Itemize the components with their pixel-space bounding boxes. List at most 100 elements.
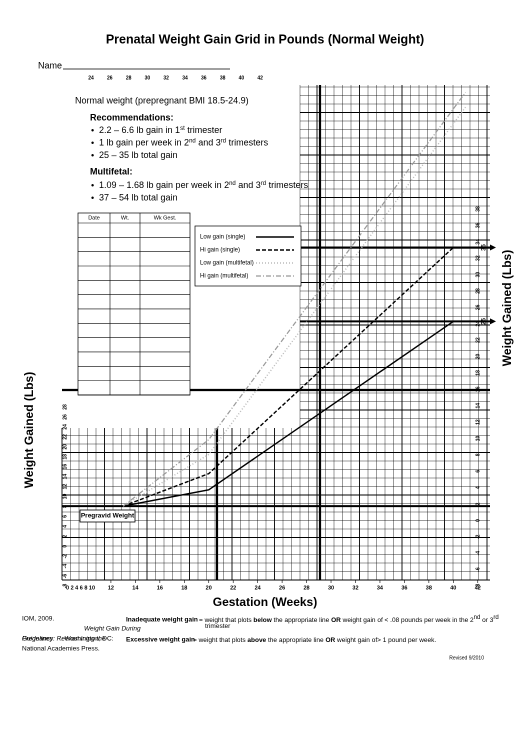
top-week-label: 32	[163, 75, 169, 81]
x-tick-label: 38	[426, 585, 432, 591]
text-part: the appropriate line	[266, 637, 325, 644]
left-axis-label: 2	[62, 535, 68, 538]
table-header: Wk Gest.	[154, 215, 177, 221]
pregravid-box	[79, 509, 136, 523]
left-axis-label: 14	[62, 474, 68, 480]
left-axis-label: 26	[62, 414, 68, 420]
text-part: rd	[261, 181, 266, 187]
citation: Pregnancy: Reexamining the	[22, 636, 106, 643]
x-axis-title: Gestation (Weeks)	[213, 595, 317, 609]
right-axis-label: 34	[475, 239, 481, 245]
right-axis-label: 28	[475, 288, 481, 294]
series-line	[122, 106, 467, 507]
text-part: OR	[325, 637, 335, 644]
right-axis-label: 18	[475, 370, 481, 376]
bullet: •	[91, 138, 94, 148]
x-tick-label: 34	[377, 585, 384, 591]
citation: . Washington, DC:	[61, 636, 114, 643]
top-week-label: 34	[182, 75, 188, 81]
right-axis-label: 10	[475, 435, 481, 441]
text-part: nd	[229, 181, 236, 187]
top-week-label: 38	[220, 75, 226, 81]
x-tick-label: 32	[352, 585, 358, 591]
top-week-label: 36	[201, 75, 207, 81]
right-axis-label: 4	[475, 486, 481, 489]
text-part: and 3	[236, 180, 261, 190]
bullet: •	[91, 180, 94, 190]
legend-label: Hi gain (multifetal)	[200, 274, 248, 280]
right-axis-label: 38	[475, 206, 481, 212]
legend-label: Low gain (single)	[200, 235, 245, 241]
right-axis-label: 36	[475, 222, 481, 228]
table-header: Wt.	[121, 215, 130, 221]
pregravid-label: Pregravid Weight	[81, 513, 135, 520]
x-tick-label: 16	[157, 585, 163, 591]
right-axis-label: 20	[475, 354, 481, 360]
left-axis-label: 22	[62, 434, 68, 440]
series-line	[123, 320, 454, 507]
tick-arrow	[490, 318, 496, 325]
right-axis-label: 16	[475, 386, 481, 392]
text-part: weight gain of < .08 pounds per week in …	[341, 617, 474, 624]
right-axis-label: 6	[475, 470, 481, 473]
left-axis-label: 4	[62, 525, 68, 528]
rich-text: 37 – 54 lb total gain	[99, 193, 178, 203]
y-tick-label: 35	[482, 244, 488, 251]
multifetal-title: Multifetal:	[90, 166, 133, 176]
recommendations-title: Recommendations:	[90, 112, 174, 122]
x-tick-label: 42	[475, 585, 481, 591]
bullet: •	[91, 150, 94, 160]
text-part: above	[247, 637, 266, 644]
text-part: below	[253, 617, 272, 624]
top-week-label: 26	[107, 75, 113, 81]
series-line	[122, 247, 454, 507]
left-axis-label: 8	[62, 505, 68, 508]
bullet: •	[91, 125, 94, 135]
top-week-label: 24	[88, 75, 94, 81]
left-axis-label: 18	[62, 454, 68, 460]
right-axis-label: 14	[475, 403, 481, 409]
title: Prenatal Weight Gain Grid in Pounds (Nor…	[106, 32, 424, 46]
text-part: 2.2 – 6.6 lb gain in 1	[99, 125, 180, 135]
left-axis-label: 12	[62, 484, 68, 490]
right-axis-label: -2	[475, 534, 481, 539]
name-label: Name	[38, 60, 62, 70]
tick-arrow	[490, 244, 496, 251]
x-tick-label: 26	[279, 585, 285, 591]
text-part: st	[180, 126, 185, 132]
text-part: 25 – 35 lb total gain	[99, 150, 178, 160]
x-tick-label: 18	[181, 585, 187, 591]
left-axis-label: -6	[62, 574, 68, 579]
rich-text: 25 – 35 lb total gain	[99, 150, 178, 160]
bullet: •	[91, 193, 94, 203]
text-part: trimesters	[266, 180, 309, 190]
text-part: weight gain of> 1 pound per week.	[335, 637, 436, 644]
left-axis-label: 20	[62, 444, 68, 450]
left-axis-label: 0	[62, 545, 68, 548]
right-axis-label: 32	[475, 255, 481, 261]
top-week-label: 42	[257, 75, 263, 81]
legend-label: Hi gain (single)	[200, 248, 240, 254]
right-axis-label: -6	[475, 567, 481, 572]
text-part: rd	[493, 615, 498, 621]
x-early-label: 0 2 4 6 8 10	[66, 585, 95, 591]
right-axis-label: 30	[475, 272, 481, 278]
right-axis-label: -8	[475, 584, 481, 589]
right-axis-label: 12	[475, 419, 481, 425]
right-axis-label: 0	[475, 519, 481, 522]
x-tick-label: 14	[132, 585, 139, 591]
text-part: = weight that plots	[199, 617, 253, 624]
top-week-label: 28	[126, 75, 132, 81]
text-part: trimesters	[226, 138, 269, 148]
left-axis-label: 10	[62, 494, 68, 500]
rich-text: 1 lb gain per week in 2nd and 3rd trimes…	[99, 138, 269, 148]
text-part: nd	[474, 615, 481, 621]
citation: IOM, 2009.	[22, 616, 54, 623]
right-axis-label: 24	[475, 321, 481, 327]
right-axis-label: 26	[475, 304, 481, 310]
log-table	[77, 212, 191, 396]
legend-label: Low gain (multifetal)	[200, 261, 254, 267]
excessive-term: Excessive weight gain	[126, 637, 195, 644]
